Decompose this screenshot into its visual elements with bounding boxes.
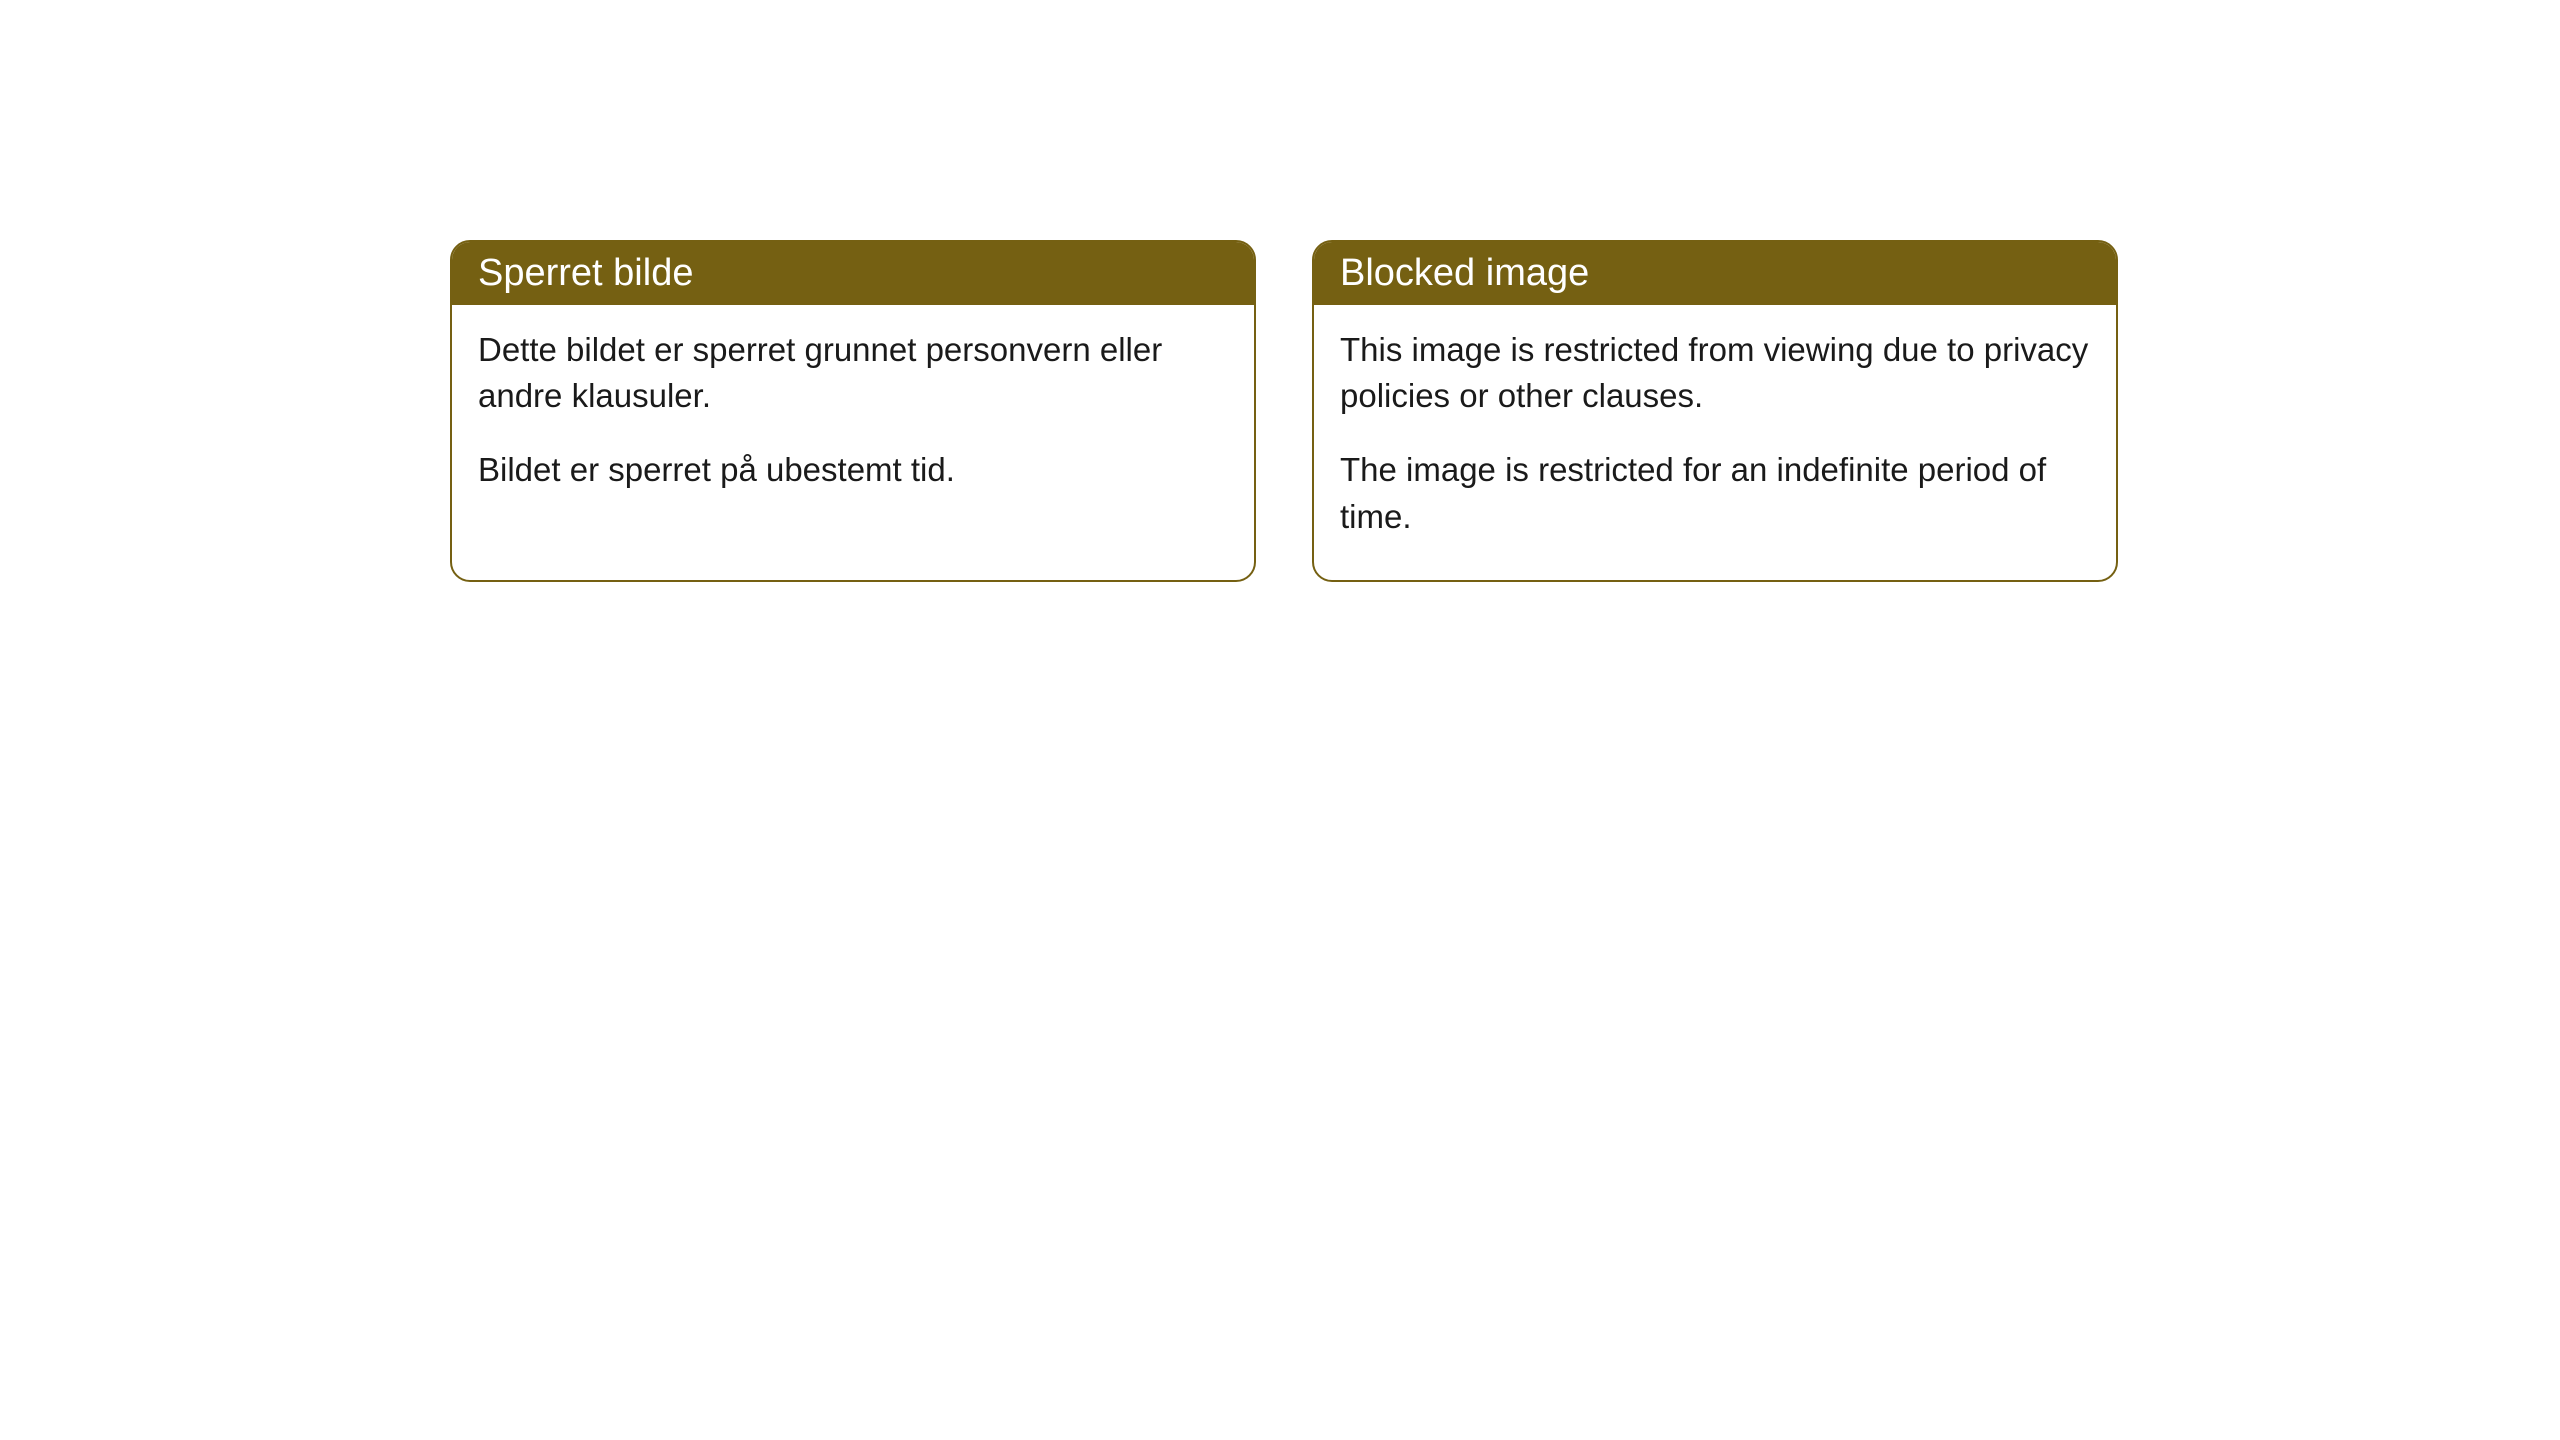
card-paragraph-2-norwegian: Bildet er sperret på ubestemt tid. bbox=[478, 447, 1228, 493]
card-paragraph-1-norwegian: Dette bildet er sperret grunnet personve… bbox=[478, 327, 1228, 419]
card-body-english: This image is restricted from viewing du… bbox=[1314, 305, 2116, 580]
blocked-image-card-english: Blocked image This image is restricted f… bbox=[1312, 240, 2118, 582]
blocked-image-card-norwegian: Sperret bilde Dette bildet er sperret gr… bbox=[450, 240, 1256, 582]
card-paragraph-2-english: The image is restricted for an indefinit… bbox=[1340, 447, 2090, 539]
card-header-english: Blocked image bbox=[1314, 242, 2116, 305]
card-header-norwegian: Sperret bilde bbox=[452, 242, 1254, 305]
card-body-norwegian: Dette bildet er sperret grunnet personve… bbox=[452, 305, 1254, 534]
cards-container: Sperret bilde Dette bildet er sperret gr… bbox=[0, 0, 2560, 582]
card-paragraph-1-english: This image is restricted from viewing du… bbox=[1340, 327, 2090, 419]
